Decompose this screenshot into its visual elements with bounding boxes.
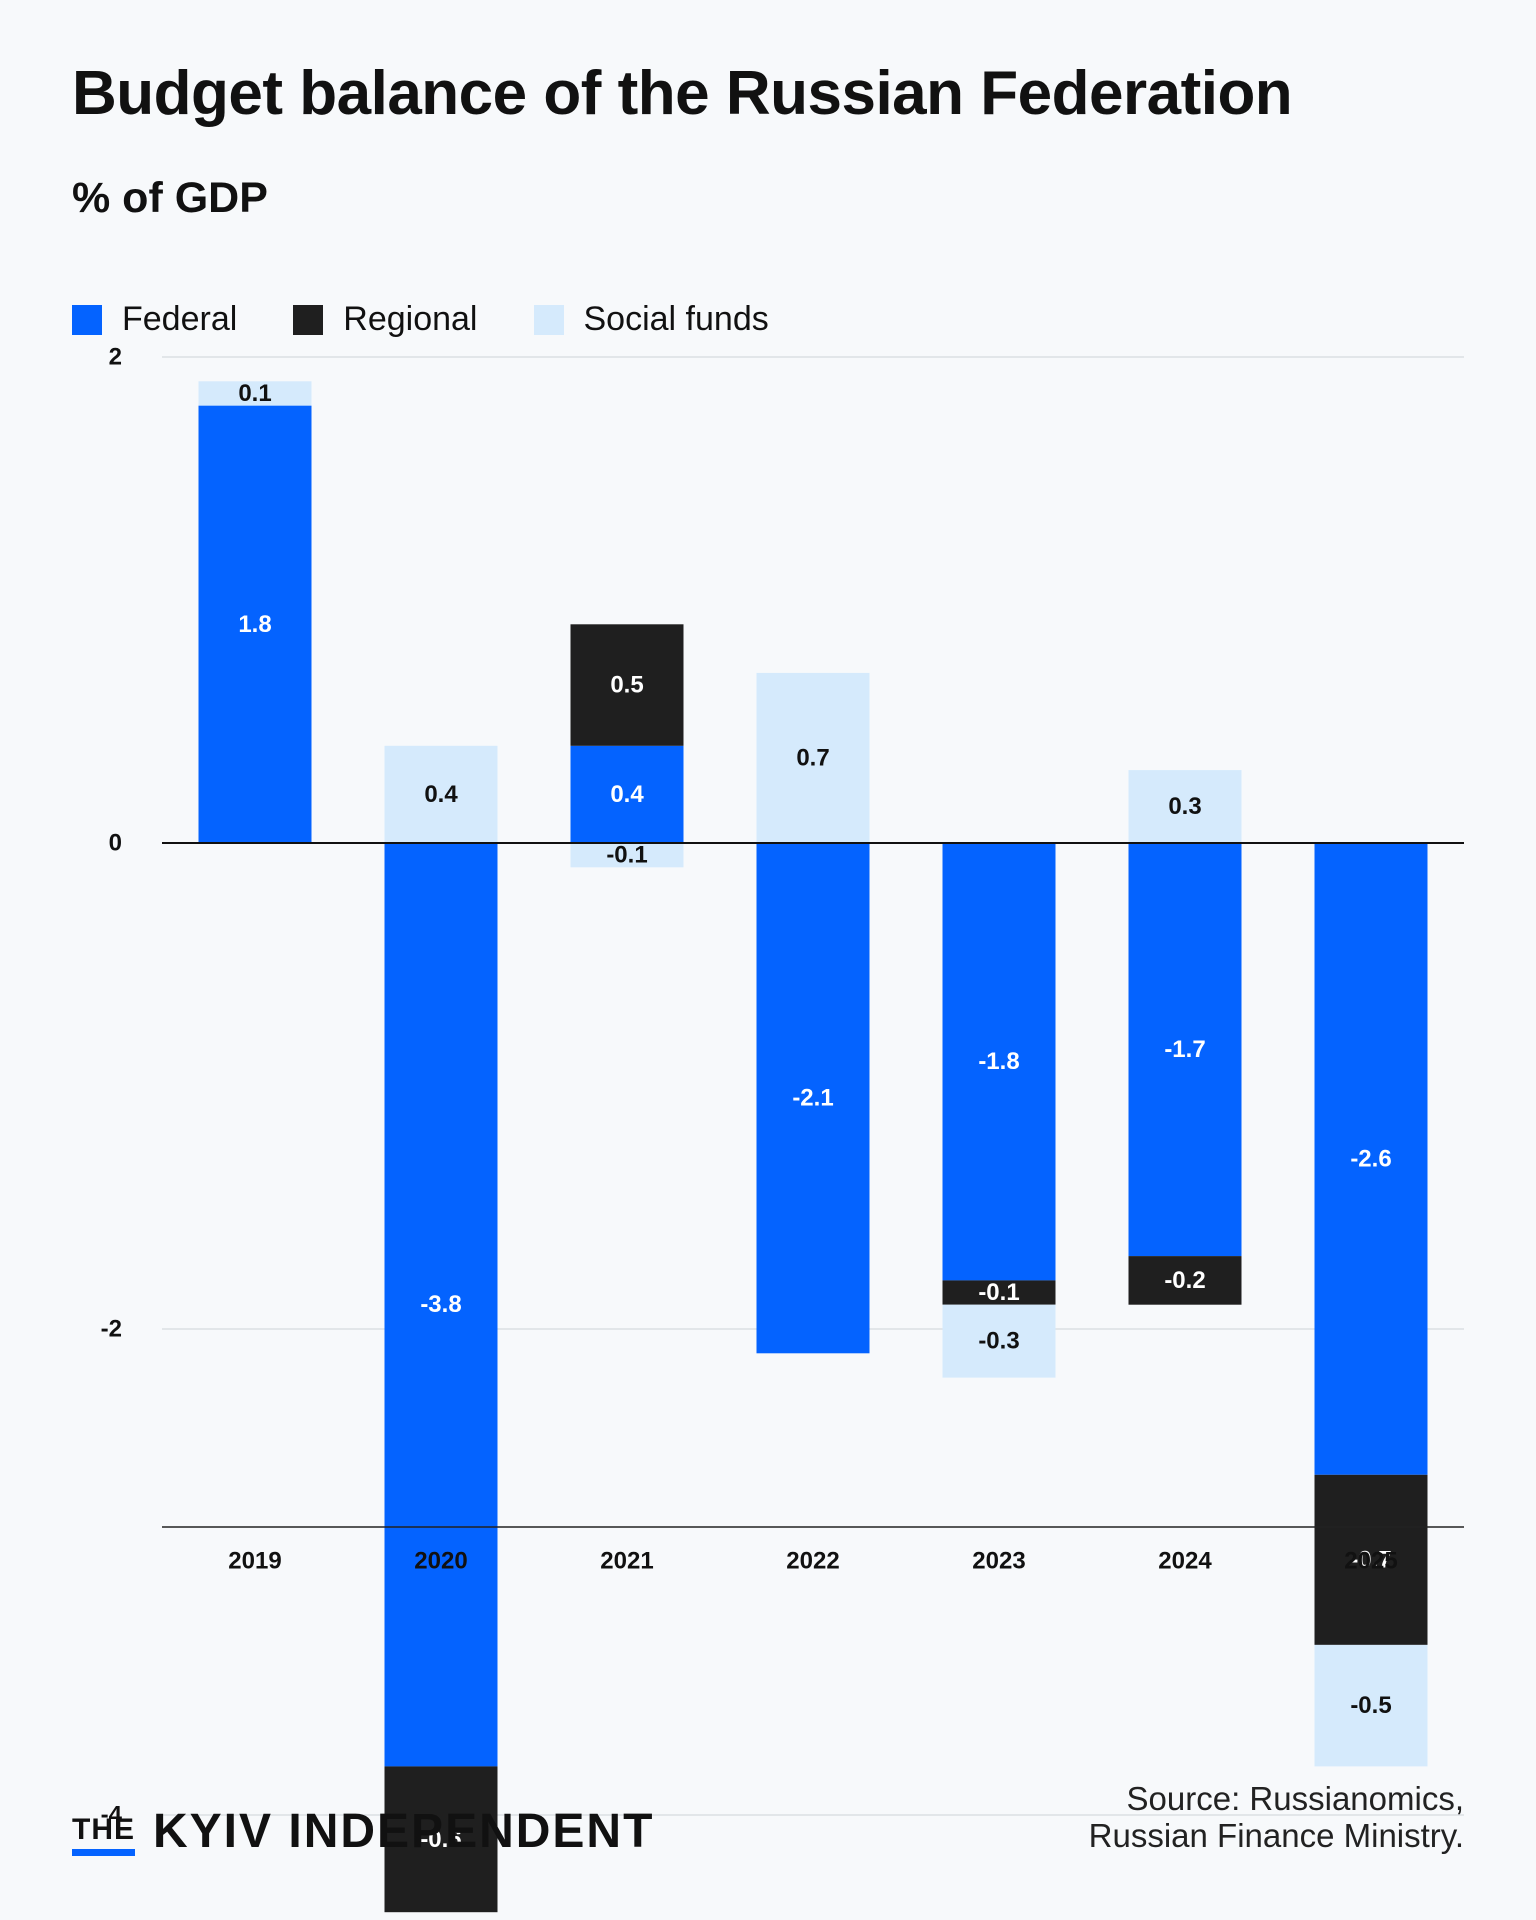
data-label-social-funds-2023: -0.3 <box>978 1328 1019 1355</box>
bar-federal-2023 <box>942 843 1056 1281</box>
data-label-regional-2025: -0.7 <box>1350 1546 1391 1573</box>
legend-item-federal: Federal <box>72 300 237 339</box>
data-label-regional-2024: -0.2 <box>1164 1267 1205 1294</box>
data-label-social-funds-2020: 0.4 <box>424 781 458 808</box>
y-tick-label: -2 <box>101 1316 122 1343</box>
bar-federal-2020 <box>384 843 498 1767</box>
legend-item-regional: Regional <box>293 300 478 339</box>
legend: Federal Regional Social funds <box>72 300 825 339</box>
legend-swatch-federal <box>72 304 102 335</box>
legend-item-social-funds: Social funds <box>533 300 769 339</box>
bar-federal-2024 <box>1128 843 1242 1257</box>
legend-label-regional: Regional <box>343 300 478 338</box>
data-label-social-funds-2025: -0.5 <box>1350 1692 1391 1719</box>
y-tick-label: -4 <box>101 1802 123 1829</box>
data-label-federal-2025: -2.6 <box>1350 1145 1391 1172</box>
bar-social-funds-2023 <box>942 1304 1056 1378</box>
bar-social-funds-2019 <box>198 381 312 406</box>
data-label-federal-2021: 0.4 <box>610 781 644 808</box>
bar-federal-2025 <box>1314 843 1428 1475</box>
source-note: Source: Russianomics, Russian Finance Mi… <box>1089 1780 1464 1854</box>
y-tick-label: 2 <box>109 344 122 371</box>
source-line-2: Russian Finance Ministry. <box>1088 1817 1464 1854</box>
y-tick-label: 0 <box>109 830 122 857</box>
x-tick-label: 2020 <box>414 1548 467 1575</box>
chart-title: Budget balance of the Russian Federation <box>72 59 1293 128</box>
data-label-federal-2019: 1.8 <box>238 611 271 638</box>
chart-subtitle: % of GDP <box>72 174 268 222</box>
bar-federal-2019 <box>198 405 312 843</box>
logo-the: THE <box>72 1815 135 1856</box>
x-tick-label: 2024 <box>1158 1548 1212 1575</box>
bar-regional-2021 <box>570 624 684 746</box>
legend-swatch-social-funds <box>533 304 564 335</box>
data-label-social-funds-2021: -0.1 <box>606 842 647 869</box>
x-tick-label: 2022 <box>786 1548 839 1575</box>
bar-social-funds-2021 <box>570 843 684 868</box>
x-tick-label: 2025 <box>1344 1548 1397 1575</box>
legend-swatch-regional <box>293 304 324 335</box>
legend-label-social-funds: Social funds <box>583 300 769 338</box>
data-label-social-funds-2022: 0.7 <box>796 744 829 771</box>
legend-label-federal: Federal <box>122 300 238 338</box>
bar-federal-2021 <box>570 745 684 843</box>
bar-social-funds-2020 <box>384 745 498 843</box>
bar-regional-2020 <box>384 1766 498 1913</box>
data-label-federal-2020: -3.8 <box>420 1291 461 1318</box>
bar-regional-2024 <box>1128 1256 1242 1305</box>
x-tick-label: 2023 <box>972 1548 1025 1575</box>
bar-social-funds-2024 <box>1128 770 1242 843</box>
bar-regional-2025 <box>1314 1474 1428 1645</box>
kyiv-independent-logo: THE KYIV INDEPENDENT <box>72 1808 654 1856</box>
data-label-social-funds-2024: 0.3 <box>1168 793 1201 820</box>
x-tick-label: 2019 <box>228 1548 281 1575</box>
data-label-regional-2020: -0.6 <box>420 1826 461 1853</box>
source-line-1: Source: Russianomics, <box>1126 1780 1464 1817</box>
data-label-regional-2023: -0.1 <box>978 1279 1019 1306</box>
x-tick-label: 2021 <box>600 1548 653 1575</box>
bar-social-funds-2022 <box>756 672 870 843</box>
data-label-regional-2021: 0.5 <box>610 672 643 699</box>
data-label-federal-2022: -2.1 <box>792 1085 833 1112</box>
logo-name: KYIV INDEPENDENT <box>153 1805 655 1858</box>
data-label-federal-2024: -1.7 <box>1164 1036 1205 1063</box>
data-label-federal-2023: -1.8 <box>978 1048 1019 1075</box>
bar-federal-2022 <box>756 843 870 1354</box>
bar-regional-2023 <box>942 1280 1056 1305</box>
data-label-social-funds-2019: 0.1 <box>238 380 271 407</box>
bar-social-funds-2025 <box>1314 1644 1428 1767</box>
